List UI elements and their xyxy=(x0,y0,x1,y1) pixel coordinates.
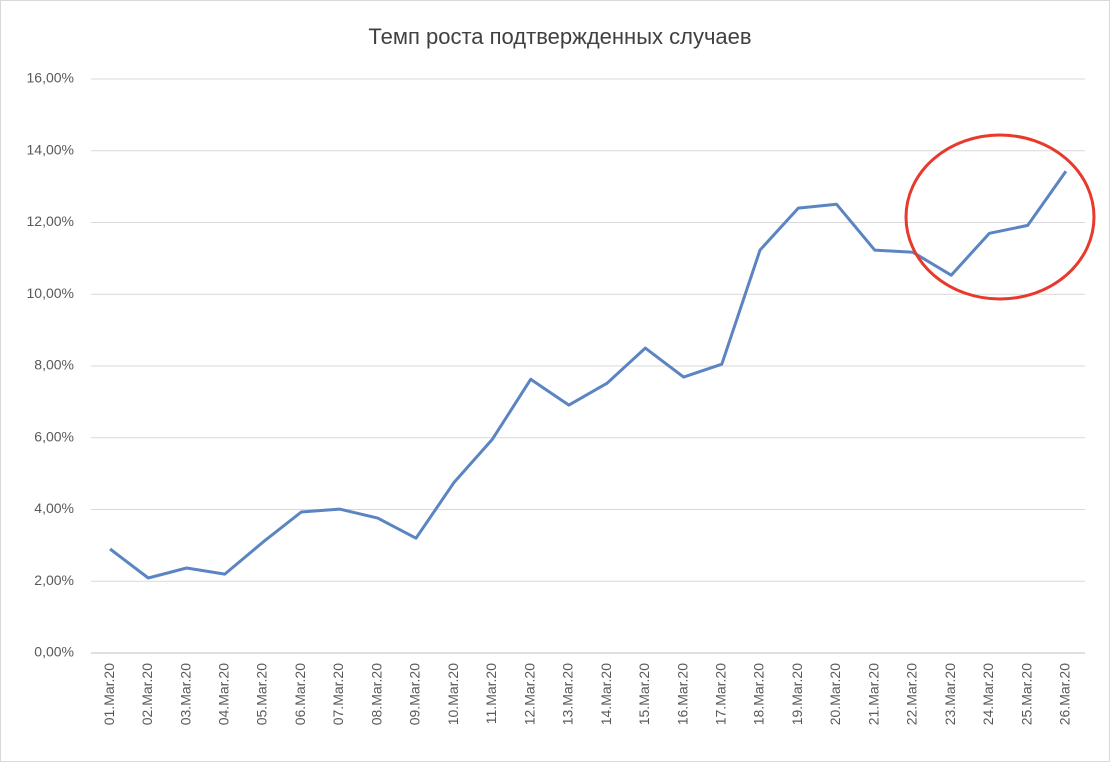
y-tick-label: 12,00% xyxy=(27,213,74,229)
x-tick-label: 11.Mar.20 xyxy=(483,663,499,724)
x-tick-label: 04.Mar.20 xyxy=(216,663,232,725)
y-tick-label: 2,00% xyxy=(34,572,74,588)
x-tick-label: 08.Mar.20 xyxy=(368,663,384,725)
x-tick-label: 16.Mar.20 xyxy=(674,663,690,725)
x-tick-label: 15.Mar.20 xyxy=(636,663,652,725)
x-tick-label: 24.Mar.20 xyxy=(980,663,996,725)
y-tick-label: 10,00% xyxy=(27,285,74,301)
x-tick-label: 05.Mar.20 xyxy=(254,663,270,725)
x-tick-label: 12.Mar.20 xyxy=(521,663,537,725)
x-tick-label: 02.Mar.20 xyxy=(139,663,155,725)
x-tick-label: 14.Mar.20 xyxy=(598,663,614,725)
x-tick-label: 18.Mar.20 xyxy=(751,663,767,725)
x-tick-label: 26.Mar.20 xyxy=(1057,663,1073,725)
y-tick-label: 16,00% xyxy=(27,70,74,86)
x-tick-label: 20.Mar.20 xyxy=(827,663,843,725)
x-tick-label: 25.Mar.20 xyxy=(1018,663,1034,725)
x-tick-label: 01.Mar.20 xyxy=(101,663,117,725)
x-tick-label: 22.Mar.20 xyxy=(904,663,920,725)
x-tick-label: 19.Mar.20 xyxy=(789,663,805,725)
highlight-circle xyxy=(904,133,1096,301)
y-tick-label: 8,00% xyxy=(34,357,74,373)
y-tick-label: 6,00% xyxy=(34,428,74,444)
plot-area: 0,00% 2,00% 4,00% 6,00% 8,00% 10,00% 12,00% 14,… xyxy=(27,70,1085,725)
x-tick-label: 17.Mar.20 xyxy=(713,663,729,725)
y-tick-label: 4,00% xyxy=(34,500,74,516)
chart-title: Темп роста подтвержденных случаев xyxy=(368,24,751,49)
x-tick-label: 21.Mar.20 xyxy=(865,663,881,725)
y-tick-label: 14,00% xyxy=(27,141,74,157)
x-tick-label: 07.Mar.20 xyxy=(330,663,346,725)
x-tick-label: 03.Mar.20 xyxy=(177,663,193,725)
x-tick-label: 09.Mar.20 xyxy=(407,663,423,725)
x-tick-label: 06.Mar.20 xyxy=(292,663,308,725)
data-line xyxy=(109,170,1068,580)
x-tick-label: 13.Mar.20 xyxy=(560,663,576,725)
x-tick-label: 23.Mar.20 xyxy=(942,663,958,725)
x-tick-label: 10.Mar.20 xyxy=(445,663,461,725)
y-tick-label: 0,00% xyxy=(34,644,74,660)
